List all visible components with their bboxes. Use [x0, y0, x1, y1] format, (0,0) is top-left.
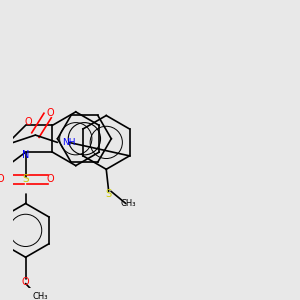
Text: O: O: [25, 117, 32, 128]
Text: S: S: [22, 175, 29, 184]
Text: S: S: [106, 189, 112, 199]
Text: NH: NH: [62, 138, 75, 147]
Text: O: O: [47, 108, 54, 118]
Text: O: O: [47, 175, 54, 184]
Text: O: O: [0, 175, 4, 184]
Text: O: O: [22, 277, 29, 287]
Text: CH₃: CH₃: [121, 199, 136, 208]
Text: N: N: [22, 150, 29, 160]
Text: CH₃: CH₃: [33, 292, 49, 300]
